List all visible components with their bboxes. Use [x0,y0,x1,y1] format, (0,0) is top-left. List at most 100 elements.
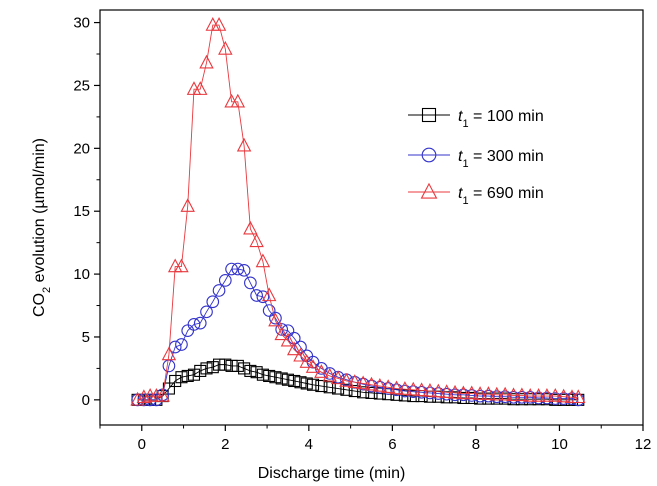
series-0-point-21 [263,369,276,383]
series-2-point-23 [274,326,289,341]
legend-label-1: t1 = 300 min [458,148,544,170]
series-2-point-46 [456,385,471,400]
series-1-point-56 [540,391,554,405]
series-2-point-25 [286,341,302,356]
series-1-point-54 [523,390,537,404]
series-0-point-34 [357,386,370,399]
series-0-point-19 [250,366,263,379]
series-1-point-44 [440,387,454,401]
series-2-point-49 [481,386,496,400]
series-2-point-22 [268,312,283,327]
series-2-point-52 [506,387,521,402]
series-0-point-32 [340,383,353,396]
series-2-point-35 [364,376,379,391]
series-2-point-10 [193,81,208,95]
series-1-point-51 [498,390,512,404]
series-2-point-38 [389,380,404,395]
series-2-point-21 [261,287,277,302]
series-0-point-22 [269,371,282,384]
series-1-point-11 [200,305,213,319]
x-tick-label-3: 6 [388,436,396,453]
series-2-point-31 [330,370,346,385]
y-tick-label-2: 10 [73,266,90,283]
series-1-point-50 [490,390,504,404]
series-0-point-27 [300,377,313,390]
series-2-point-17 [236,137,252,152]
series-0-point-26 [294,376,307,389]
series-1-point-21 [262,304,276,317]
series-0-point-16 [231,359,244,372]
series-2-point-41 [414,382,429,397]
series-1-point-9 [187,318,201,331]
series-1-point-43 [431,387,445,400]
series-1-point-53 [515,390,529,404]
series-2-point-43 [431,383,446,398]
series-1-point-16 [231,262,245,276]
series-1-point-45 [448,388,462,402]
x-tick-label-6: 12 [635,436,652,453]
series-2-point-24 [280,332,296,347]
series-0-point-28 [306,378,320,391]
series-2-point-39 [397,381,413,395]
series-2-point-30 [322,367,337,382]
series-2-point-37 [380,379,396,393]
y-tick-label-1: 5 [82,329,90,346]
series-2-point-60 [571,389,586,404]
series-2-point-8 [180,198,195,212]
series-2-point-45 [447,384,463,399]
series-1-point-13 [212,284,226,297]
series-2-point-57 [548,388,563,402]
series-2-point-32 [339,372,354,387]
series-2-point-34 [355,375,371,390]
x-tick-label-0: 0 [138,436,146,453]
series-1-point-7 [175,338,188,351]
series-2-point-55 [531,388,546,402]
legend-entry-0: t1 = 100 min [408,107,544,130]
y-tick-label-4: 20 [73,140,90,157]
series-0-point-18 [244,364,257,377]
series-2-point-13 [211,17,227,31]
series-0-point-29 [315,379,328,393]
series-2-point-36 [372,377,388,392]
legend-label-0: t1 = 100 min [458,108,544,130]
series-2-point-11 [199,54,214,69]
series-0-point-6 [169,374,182,388]
series-1-point-18 [244,276,257,290]
series-2-point-19 [249,233,264,248]
series-layer [130,17,586,407]
series-1-point-38 [390,383,403,397]
series-1-point-49 [482,389,495,403]
series-2 [130,17,586,406]
series-0-point-33 [348,384,361,398]
series-0-point-17 [238,362,251,375]
series-1-point-59 [565,392,579,405]
legend-entry-1: t1 = 300 min [408,147,544,170]
series-1-point-19 [250,289,263,302]
y-tick-label-6: 30 [73,15,90,32]
series-1-point-20 [256,290,270,304]
series-2-point-47 [464,385,479,400]
series-0-point-25 [288,374,301,388]
series-1-point-23 [275,323,289,336]
series-2-point-48 [472,386,488,400]
series-0-point-24 [281,373,295,386]
y-tick-label-5: 25 [73,77,90,94]
series-1-point-41 [415,385,428,399]
series-2-point-33 [347,374,363,388]
series-2-point-44 [439,384,454,399]
series-0-point-12 [206,361,219,374]
series-2-point-54 [522,388,538,402]
series-2-point-28 [305,359,321,373]
legend-label-2: t1 = 690 min [458,185,544,207]
series-1-point-52 [507,390,520,404]
series-2-point-42 [422,382,438,397]
series-2-point-26 [293,347,308,362]
series-2-point-1 [136,389,152,404]
x-tick-label-4: 8 [472,436,480,453]
series-1-point-26 [294,340,307,354]
series-1-point-12 [206,295,220,309]
series-0-point-7 [175,371,188,384]
series-1-point-60 [571,393,585,407]
